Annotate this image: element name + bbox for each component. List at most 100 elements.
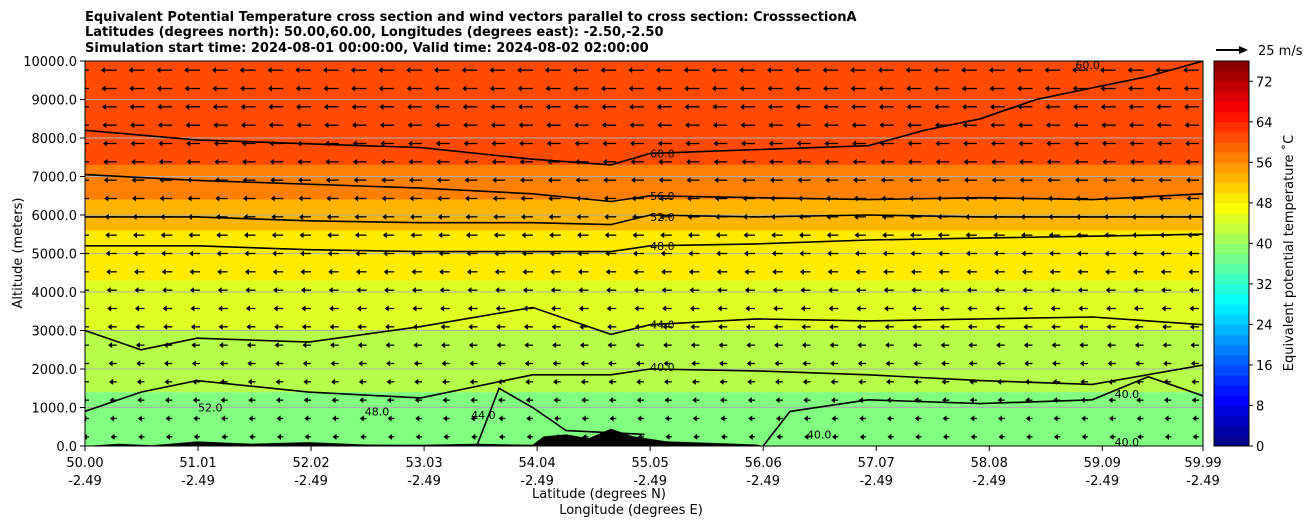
wind-vector	[718, 323, 728, 330]
wind-vector	[1188, 250, 1199, 257]
wind-vector-head-icon	[245, 305, 250, 312]
wind-vector	[1131, 213, 1144, 220]
wind-vector-head-icon	[1106, 305, 1111, 312]
wind-vector-head-icon	[551, 305, 556, 312]
wind-vector	[299, 232, 311, 239]
wind-vector-head-icon	[1074, 158, 1079, 165]
wind-vector-head-icon	[323, 85, 328, 92]
wind-vector-head-icon	[1165, 433, 1170, 440]
wind-vector	[850, 85, 866, 92]
wind-vector-head-icon	[465, 195, 470, 202]
wind-vector-head-icon	[136, 360, 141, 367]
wind-vector	[107, 323, 117, 330]
wind-vector	[1132, 268, 1144, 275]
wind-vector	[887, 433, 894, 440]
wind-vector-head-icon	[300, 287, 305, 294]
wind-vector	[877, 67, 894, 74]
wind-vector-head-icon	[1184, 103, 1189, 110]
wind-vector-head-icon	[411, 268, 416, 275]
wind-vector	[498, 415, 506, 422]
wind-vector	[192, 397, 200, 404]
wind-vector	[990, 140, 1005, 147]
wind-vector	[104, 195, 117, 202]
wind-vector	[657, 122, 672, 129]
wind-vector-head-icon	[993, 232, 998, 239]
wind-vector	[994, 287, 1005, 294]
wind-vector	[1134, 323, 1144, 330]
wind-vector	[184, 67, 200, 74]
wind-vector-head-icon	[383, 250, 388, 257]
wind-vector	[574, 122, 589, 129]
wind-vector-head-icon	[831, 397, 836, 404]
wind-vector-head-icon	[1023, 342, 1028, 349]
wind-vector-head-icon	[906, 85, 911, 92]
wind-vector	[1185, 140, 1199, 147]
wind-vector	[545, 85, 561, 92]
wind-vector-head-icon	[414, 378, 419, 385]
wind-vector-head-icon	[244, 232, 249, 239]
wind-vector	[323, 85, 339, 92]
wind-vector-head-icon	[406, 85, 411, 92]
wind-vector-head-icon	[1024, 378, 1029, 385]
wind-vector-head-icon	[577, 268, 582, 275]
wind-vector	[546, 140, 561, 147]
wind-vector	[552, 360, 561, 367]
wind-vector	[939, 305, 950, 312]
wind-vector-head-icon	[496, 323, 501, 330]
wind-vector	[187, 177, 200, 184]
wind-vector-head-icon	[1077, 287, 1082, 294]
wind-vector-head-icon	[1189, 305, 1194, 312]
contour-line-60-0	[85, 61, 1203, 166]
wind-vector-head-icon	[107, 323, 112, 330]
wind-vector-head-icon	[970, 433, 975, 440]
wind-vector	[998, 433, 1005, 440]
wind-vector	[85, 124, 89, 126]
wind-vector-head-icon	[102, 122, 107, 129]
wind-vector	[854, 213, 866, 220]
wind-vector	[353, 177, 367, 184]
wind-vector-head-icon	[992, 195, 997, 202]
wind-vector-head-icon	[130, 122, 135, 129]
wind-vector	[378, 85, 395, 92]
x-tick-label-longitude: -2.49	[633, 474, 667, 489]
wind-vector	[466, 268, 478, 275]
wind-vector	[189, 287, 200, 294]
wind-vector	[886, 397, 894, 404]
wind-vector	[548, 213, 561, 220]
wind-vector-head-icon	[742, 177, 747, 184]
wind-vector-head-icon	[858, 378, 863, 385]
wind-vector-head-icon	[300, 250, 304, 257]
wind-vector-head-icon	[967, 323, 972, 330]
colorbar-segment	[1214, 375, 1249, 386]
wind-vector-head-icon	[1183, 67, 1188, 74]
wind-vector-head-icon	[129, 103, 134, 110]
wind-vector	[830, 378, 839, 385]
wind-vector-head-icon	[378, 67, 383, 74]
wind-vector	[1161, 287, 1172, 294]
wind-vector	[1049, 250, 1061, 257]
wind-vector-head-icon	[773, 305, 778, 312]
wind-vector	[332, 415, 339, 422]
wind-vector-head-icon	[1025, 415, 1030, 422]
wind-vector	[852, 140, 866, 147]
wind-vector-head-icon	[552, 342, 557, 349]
wind-vector-head-icon	[994, 287, 999, 294]
wind-vector-head-icon	[713, 140, 718, 147]
wind-vector-head-icon	[825, 177, 830, 184]
wind-vector-head-icon	[1104, 232, 1109, 239]
wind-vector-head-icon	[518, 103, 523, 110]
wind-vector	[190, 323, 200, 330]
wind-vector-head-icon	[941, 378, 946, 385]
wind-vector-head-icon	[796, 140, 801, 147]
y-tick-label: 4000.0	[32, 286, 78, 301]
wind-vector	[747, 397, 755, 404]
wind-vector	[636, 397, 644, 404]
wind-vector-head-icon	[688, 250, 693, 257]
wind-vector	[213, 140, 228, 147]
wind-vector	[996, 342, 1005, 349]
wind-vector	[1101, 122, 1116, 129]
wind-vector-head-icon	[601, 122, 606, 129]
wind-vector	[576, 213, 589, 220]
wind-vector	[689, 287, 700, 294]
wind-vector	[550, 287, 561, 294]
